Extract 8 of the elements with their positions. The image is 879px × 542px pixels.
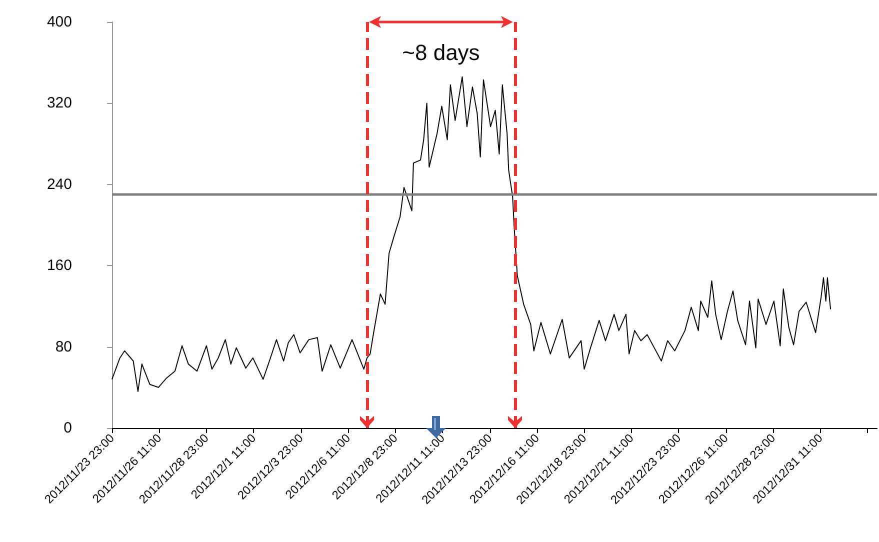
y-tick-label: 400 [46, 14, 72, 30]
annotation: ~8 days [402, 40, 480, 66]
y-tick-label: 80 [55, 338, 72, 356]
y-tick-label: 0 [64, 420, 72, 436]
y-tick-label: 160 [46, 257, 72, 274]
line-series [112, 76, 832, 392]
y-tick-label: 240 [46, 176, 72, 193]
y-tick-label: 320 [46, 94, 72, 112]
